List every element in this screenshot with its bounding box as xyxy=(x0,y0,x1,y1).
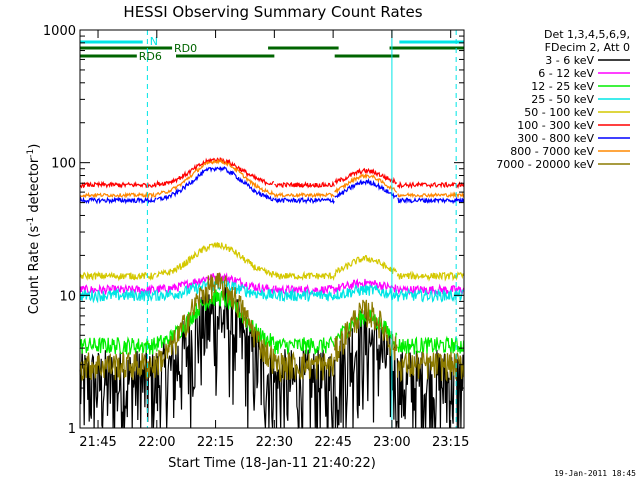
flags-layer: N RD0 RD6 xyxy=(80,30,464,428)
legend-entry-label: 6 - 12 keV xyxy=(538,67,594,80)
series-layer xyxy=(79,157,465,430)
y-axis-label-part2: detector xyxy=(27,157,42,217)
series-line-8 xyxy=(79,272,465,383)
night-flag-label: N xyxy=(150,35,158,48)
series-line-2 xyxy=(79,289,465,355)
legend-entry-label: 7000 - 20000 keV xyxy=(496,158,594,171)
y-axis-label-sup2: -1 xyxy=(26,149,36,158)
legend-entry-label: 300 - 800 keV xyxy=(517,132,594,145)
legend-entry-label: 100 - 300 keV xyxy=(517,119,594,132)
series-line-5 xyxy=(79,157,465,190)
axes-layer: 21:45 22:00 22:15 22:30 22:45 23:00 23:15 1 10 10… xyxy=(43,24,470,450)
series-line-7 xyxy=(79,158,465,199)
legend-entry-label: 3 - 6 keV xyxy=(545,54,594,67)
legend: Det 1,3,4,5,6,9, FDecim 2, Att 0 3 - 6 k… xyxy=(496,28,630,171)
x-tick-label: 23:00 xyxy=(373,435,410,450)
y-tick-label: 100 xyxy=(51,157,76,172)
x-tick-label: 23:15 xyxy=(432,435,469,450)
x-tick-label: 21:45 xyxy=(79,435,116,450)
y-tick-label: 1000 xyxy=(43,24,76,39)
x-tick-label: 22:30 xyxy=(256,435,293,450)
legend-entry-label: 50 - 100 keV xyxy=(524,106,594,119)
x-tick-label: 22:45 xyxy=(314,435,351,450)
rd0-flag-label: RD0 xyxy=(174,42,197,55)
legend-header-line2: FDecim 2, Att 0 xyxy=(545,41,630,54)
x-axis-label: Start Time (18-Jan-11 21:40:22) xyxy=(168,456,376,471)
series-line-6 xyxy=(79,166,465,205)
legend-entry-label: 800 - 7000 keV xyxy=(510,145,594,158)
y-axis-label: Count Rate (s-1 detector-1) xyxy=(26,144,42,315)
plot-frame xyxy=(79,29,465,429)
chart-title: HESSI Observing Summary Count Rates xyxy=(123,3,422,21)
x-tick-label: 22:00 xyxy=(138,435,175,450)
legend-entry-label: 12 - 25 keV xyxy=(531,80,594,93)
y-axis-label-sup1: -1 xyxy=(26,217,36,226)
rd6-flag-label: RD6 xyxy=(139,50,162,63)
legend-header-line1: Det 1,3,4,5,6,9, xyxy=(544,28,630,41)
legend-entry-label: 25 - 50 keV xyxy=(531,93,594,106)
y-tick-label: 1 xyxy=(68,422,76,437)
series-line-4 xyxy=(79,241,465,282)
y-axis-label-part3: ) xyxy=(27,144,42,149)
y-tick-label: 10 xyxy=(59,289,76,304)
x-tick-label: 22:15 xyxy=(197,435,234,450)
y-axis-label-part1: Count Rate (s xyxy=(27,226,42,315)
footer-date: 19-Jan-2011 18:45 xyxy=(554,469,636,478)
